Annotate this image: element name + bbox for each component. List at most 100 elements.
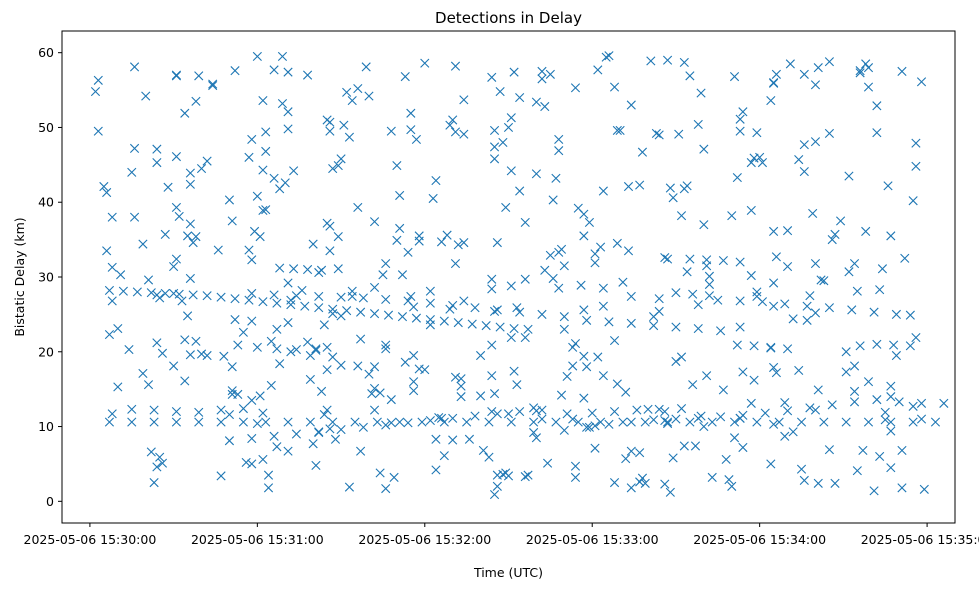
data-point-marker	[501, 202, 511, 213]
data-point-marker	[640, 417, 650, 427]
data-point-marker	[886, 392, 896, 402]
data-point-marker	[618, 417, 628, 427]
data-point-marker	[529, 417, 539, 427]
data-point-marker	[911, 138, 921, 148]
data-point-marker	[406, 125, 416, 135]
data-point-marker	[732, 340, 742, 350]
data-point-marker	[738, 442, 748, 453]
data-point-marker	[336, 424, 346, 435]
data-point-marker	[238, 417, 248, 427]
data-point-marker	[478, 445, 488, 456]
data-point-marker	[386, 418, 396, 428]
data-point-marker	[224, 436, 235, 446]
data-point-marker	[127, 404, 137, 414]
data-point-marker	[129, 212, 140, 222]
data-point-marker	[216, 292, 226, 302]
data-point-marker	[559, 324, 569, 334]
data-point-marker	[760, 408, 770, 418]
data-point-marker	[827, 400, 837, 410]
data-point-marker	[749, 341, 759, 351]
data-point-marker	[891, 350, 901, 361]
data-point-marker	[325, 221, 335, 231]
data-point-marker	[339, 120, 349, 130]
data-point-marker	[456, 381, 466, 391]
data-point-marker	[900, 253, 910, 263]
data-point-marker	[269, 431, 279, 441]
data-point-marker	[464, 434, 475, 444]
data-point-marker	[308, 239, 318, 249]
data-point-marker	[462, 417, 472, 427]
data-point-marker	[171, 407, 182, 417]
data-point-marker	[782, 344, 793, 354]
data-point-marker	[919, 484, 929, 494]
data-point-marker	[302, 70, 313, 80]
data-point-marker	[252, 418, 262, 429]
data-point-marker	[520, 274, 530, 284]
data-point-marker	[325, 424, 335, 434]
data-point-marker	[286, 295, 296, 305]
data-point-marker	[830, 229, 840, 239]
data-point-marker	[409, 350, 419, 361]
data-point-marker	[328, 417, 338, 427]
data-point-marker	[604, 317, 614, 327]
data-point-marker	[570, 338, 581, 349]
data-point-marker	[258, 408, 268, 418]
data-point-marker	[336, 311, 346, 321]
data-point-marker	[227, 362, 237, 372]
data-point-marker	[191, 232, 201, 242]
data-point-marker	[124, 344, 134, 355]
data-point-marker	[397, 312, 408, 322]
data-point-marker	[141, 91, 151, 101]
data-point-marker	[707, 472, 717, 482]
data-point-marker	[160, 229, 170, 239]
data-point-marker	[598, 186, 608, 196]
data-point-marker	[735, 114, 745, 124]
data-point-marker	[660, 415, 670, 426]
data-point-marker	[604, 51, 614, 61]
data-point-marker	[448, 413, 458, 423]
data-point-marker	[623, 246, 634, 256]
data-point-marker	[849, 386, 860, 396]
data-point-marker	[364, 369, 374, 379]
data-point-marker	[157, 458, 168, 468]
data-point-marker	[369, 362, 380, 372]
data-point-marker	[261, 146, 271, 156]
data-point-marker	[769, 362, 779, 373]
data-point-marker	[545, 69, 555, 79]
data-point-marker	[381, 340, 391, 350]
data-point-marker	[450, 127, 461, 137]
data-point-marker	[584, 422, 595, 432]
data-point-marker	[805, 403, 815, 413]
data-point-marker	[707, 417, 717, 427]
data-point-marker	[556, 244, 567, 254]
data-point-marker	[810, 80, 821, 90]
data-point-marker	[266, 336, 276, 346]
data-point-marker	[409, 377, 419, 387]
data-point-marker	[749, 153, 759, 163]
plot-frame	[61, 30, 956, 524]
data-point-marker	[467, 319, 477, 329]
data-point-marker	[637, 473, 648, 483]
chart-title: Detections in Delay	[435, 9, 582, 27]
data-point-marker	[612, 238, 622, 248]
data-point-marker	[224, 195, 235, 205]
data-point-marker	[289, 264, 299, 274]
data-point-marker	[635, 448, 645, 458]
data-point-marker	[651, 128, 661, 139]
data-point-marker	[489, 389, 500, 399]
data-point-marker	[258, 95, 268, 106]
data-point-marker	[155, 452, 165, 462]
data-point-marker	[637, 147, 648, 157]
data-point-marker	[202, 156, 212, 166]
data-point-marker	[584, 217, 595, 228]
data-point-marker	[568, 342, 578, 352]
data-point-marker	[654, 130, 664, 140]
data-point-marker	[328, 309, 338, 319]
data-point-marker	[635, 477, 645, 487]
data-point-marker	[769, 278, 779, 288]
data-point-marker	[381, 420, 391, 430]
data-point-marker	[169, 288, 179, 299]
data-point-marker	[649, 415, 659, 425]
data-point-marker	[489, 154, 500, 164]
data-point-marker	[609, 82, 620, 92]
